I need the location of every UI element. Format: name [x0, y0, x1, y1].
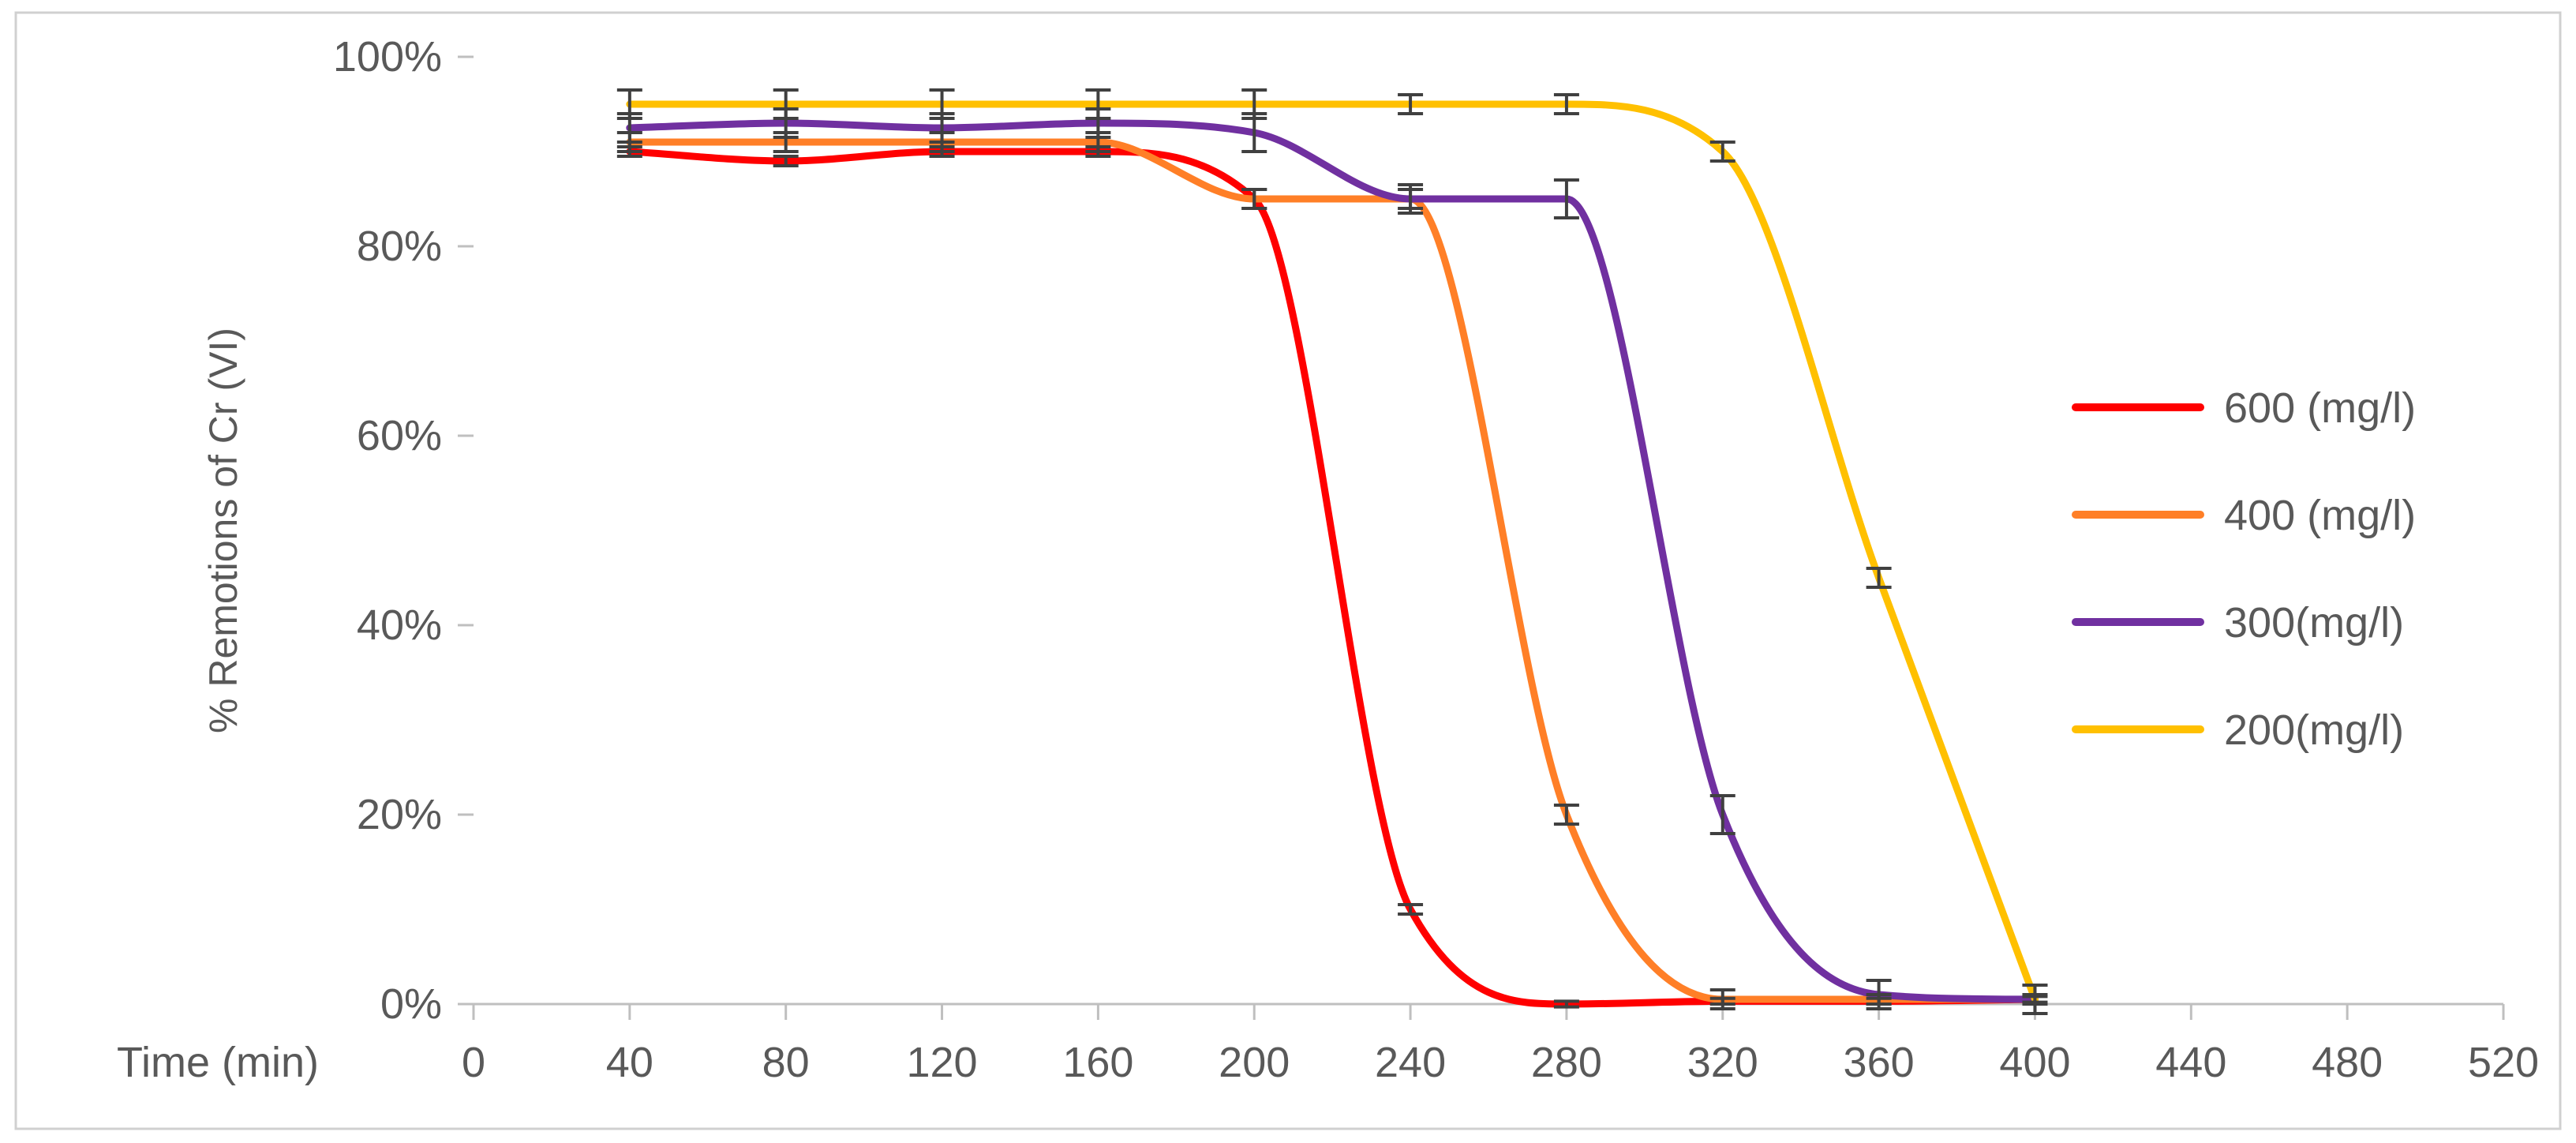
- x-axis-title: Time (min): [117, 1039, 319, 1086]
- x-tick-label: 40: [606, 1039, 653, 1086]
- chart-frame: [14, 11, 2562, 1130]
- error-bar: [1709, 141, 1735, 163]
- error-bar: [1085, 88, 1111, 120]
- error-bar: [1398, 183, 1424, 215]
- legend-item: 200(mg/l): [2072, 706, 2404, 754]
- x-tick-label: 400: [1999, 1039, 2070, 1086]
- y-tick-label: 100%: [333, 33, 442, 81]
- error-bar: [1398, 93, 1424, 115]
- legend-label: 300(mg/l): [2224, 599, 2404, 646]
- error-bar: [1553, 804, 1579, 826]
- legend-label: 200(mg/l): [2224, 706, 2404, 754]
- y-tick-label: 0%: [380, 980, 442, 1028]
- error-bar: [1553, 999, 1579, 1009]
- x-tick-label: 440: [2155, 1039, 2226, 1086]
- x-tick-label: 480: [2312, 1039, 2383, 1086]
- x-tick-label: 520: [2468, 1039, 2539, 1086]
- x-tick-label: 240: [1375, 1039, 1446, 1086]
- legend-label: 600 (mg/l): [2224, 384, 2416, 432]
- x-tick-label: 80: [762, 1039, 810, 1086]
- error-bar: [1398, 903, 1424, 916]
- error-bar: [2022, 984, 2048, 1015]
- y-axis-title: % Remotions of Cr (VI): [201, 328, 245, 733]
- y-tick-label: 40%: [357, 601, 442, 649]
- legend-item: 400 (mg/l): [2072, 492, 2416, 539]
- error-bar: [1709, 988, 1735, 1010]
- y-axis-ticks: 0% 20% 40% 60% 80% 100%: [333, 33, 474, 1028]
- x-tick-label: 280: [1531, 1039, 1602, 1086]
- error-bar: [1241, 188, 1267, 210]
- error-bar: [1241, 88, 1267, 120]
- y-tick-label: 80%: [357, 223, 442, 270]
- error-bar: [929, 88, 955, 120]
- y-tick-label: 60%: [357, 412, 442, 459]
- x-tick-label: 160: [1062, 1039, 1133, 1086]
- error-bar: [1866, 567, 1892, 589]
- legend-label: 400 (mg/l): [2224, 492, 2416, 539]
- error-bar: [1709, 794, 1735, 835]
- error-bar: [773, 155, 799, 167]
- x-tick-label: 200: [1219, 1039, 1290, 1086]
- error-bar: [616, 88, 642, 120]
- x-tick-label: 360: [1844, 1039, 1915, 1086]
- error-bar: [1866, 979, 1892, 1010]
- error-bars: [616, 88, 2048, 1015]
- legend: 600 (mg/l) 400 (mg/l) 300(mg/l) 200(mg/l): [2072, 384, 2416, 754]
- legend-item: 300(mg/l): [2072, 599, 2404, 646]
- x-tick-label: 320: [1687, 1039, 1758, 1086]
- legend-item: 600 (mg/l): [2072, 384, 2416, 432]
- x-axis-ticks: 0 40 80 120 160 200 240 280 320 360 400 440 480 520: [462, 1004, 2539, 1086]
- x-tick-label: 120: [906, 1039, 977, 1086]
- y-tick-label: 20%: [357, 791, 442, 838]
- error-bar: [773, 88, 799, 120]
- error-bar: [1553, 93, 1579, 115]
- x-tick-label: 0: [462, 1039, 485, 1086]
- error-bar: [1553, 178, 1579, 219]
